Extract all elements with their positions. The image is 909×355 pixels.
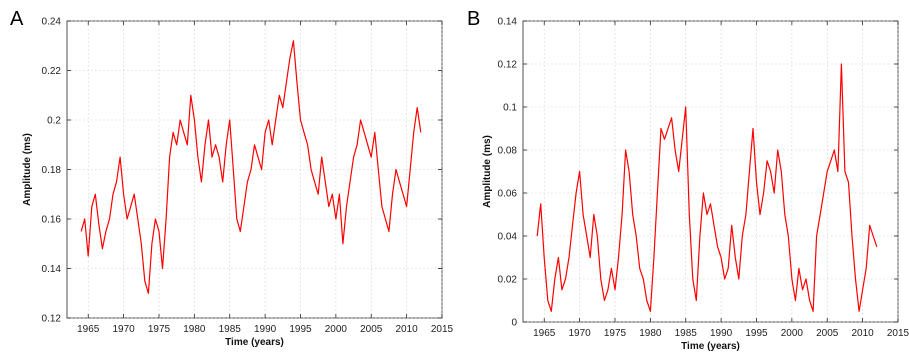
panel-b-y-tick-label: 0.02 <box>498 275 518 286</box>
panel-a-letter: A <box>10 8 24 30</box>
panel-b-y-tick-group: 0 0.02 0.04 0.06 0.08 0.1 0.12 0.14 <box>498 17 898 329</box>
panel-b-x-tick-label: 1975 <box>604 328 627 339</box>
panel-b-x-tick-label: 1980 <box>639 328 662 339</box>
panel-a-x-tick-label: 2000 <box>325 324 348 335</box>
panel-a-y-axis-label: Amplitude (ms) <box>22 133 33 206</box>
panel-b-y-tick-label: 0.14 <box>498 17 518 28</box>
panel-b-x-tick-label: 2010 <box>851 328 874 339</box>
panel-b-x-tick-group: 1965 1970 1975 1980 1985 1990 1995 2000 2005 2010… <box>533 21 909 339</box>
panel-a-x-axis-label: Time (years) <box>225 337 284 348</box>
panel-a-x-tick-label: 1970 <box>112 324 135 335</box>
panel-a-x-tick-label: 1985 <box>219 324 242 335</box>
panel-b: B 1965 1970 1975 1980 1985 1990 1995 2000 2005 20… <box>467 8 909 352</box>
panel-b-x-axis-label: Time (years) <box>681 341 740 352</box>
panel-a-x-tick-label: 2005 <box>360 324 383 335</box>
panel-a-x-tick-label: 1990 <box>254 324 277 335</box>
panel-b-x-tick-label: 1995 <box>745 328 768 339</box>
panel-a-y-tick-label: 0.18 <box>42 165 62 176</box>
panel-a-x-tick-label: 2010 <box>395 324 418 335</box>
panel-b-x-tick-label: 1985 <box>675 328 698 339</box>
panel-b-plot-area <box>522 20 899 323</box>
panel-b-letter: B <box>467 8 480 30</box>
panel-a-y-tick-label: 0.12 <box>42 314 62 325</box>
panel-b-x-tick-label: 1965 <box>533 328 556 339</box>
panel-a-x-tick-label: 1975 <box>148 324 171 335</box>
panel-b-x-tick-label: 1990 <box>710 328 733 339</box>
panel-a-y-tick-group: 0.12 0.14 0.16 0.18 0.2 0.22 0.24 <box>42 17 442 325</box>
panel-a-y-tick-label: 0.16 <box>42 215 62 226</box>
panel-b-y-tick-label: 0.1 <box>503 103 517 114</box>
panel-b-y-tick-label: 0.08 <box>498 146 518 157</box>
panel-b-grid <box>523 20 899 323</box>
panel-b-x-tick-label: 2005 <box>816 328 839 339</box>
panel-a-y-tick-label: 0.14 <box>42 264 62 275</box>
panel-b-y-tick-label: 0 <box>511 318 517 329</box>
panel-b-y-tick-label: 0.04 <box>498 232 518 243</box>
panel-a-series-group <box>80 40 422 294</box>
panel-b-x-tick-label: 2015 <box>887 328 909 339</box>
panel-b-y-axis-label: Amplitude (ms) <box>482 135 493 208</box>
panel-a-x-tick-group: 1965 1970 1975 1980 1985 1990 1995 2000 2005 2010… <box>77 21 454 335</box>
panel-a-series-line <box>80 40 422 294</box>
panel-b-series-group <box>536 63 878 312</box>
panel-b-series-line <box>536 63 878 312</box>
panel-a-x-tick-label: 2015 <box>431 324 454 335</box>
panel-a-x-tick-label: 1980 <box>183 324 206 335</box>
panel-a: A 1965 1970 1975 1980 1985 1990 1995 2000 2005 20… <box>10 8 454 348</box>
panel-a-y-tick-label: 0.22 <box>42 66 62 77</box>
panel-b-x-tick-label: 1970 <box>568 328 591 339</box>
panel-b-y-tick-label: 0.12 <box>498 60 518 71</box>
panel-a-x-tick-label: 1965 <box>77 324 100 335</box>
panel-a-y-tick-label: 0.2 <box>47 116 61 127</box>
panel-a-y-tick-label: 0.24 <box>42 17 62 28</box>
panel-b-y-tick-label: 0.06 <box>498 189 518 200</box>
panel-b-x-tick-label: 2000 <box>781 328 804 339</box>
panel-a-x-tick-label: 1995 <box>289 324 312 335</box>
